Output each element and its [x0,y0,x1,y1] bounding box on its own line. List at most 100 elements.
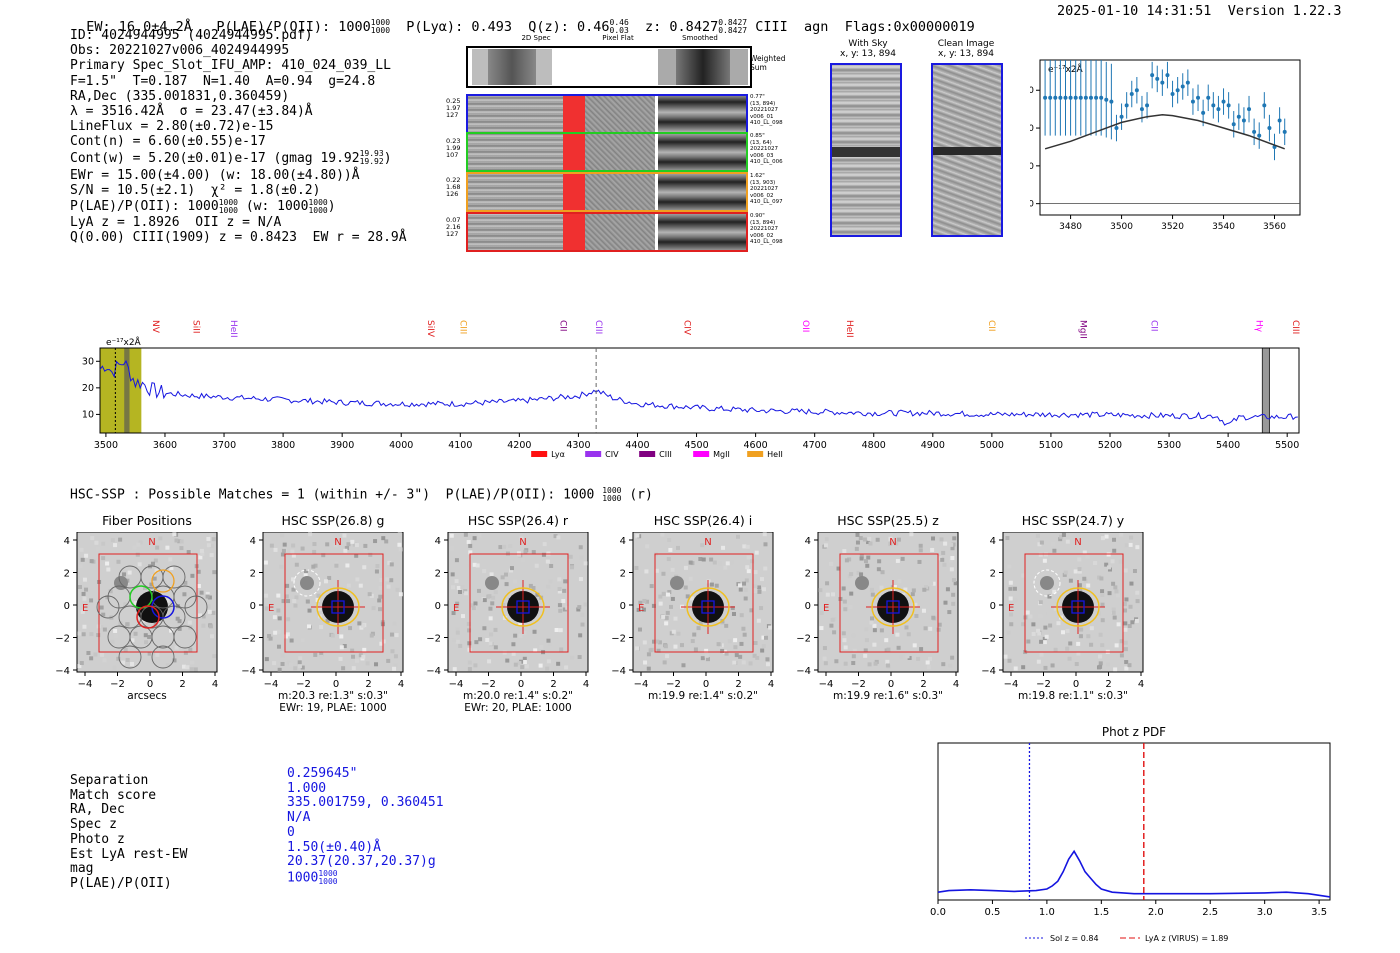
hsc-noise-3-142 [765,662,770,667]
hsc-noise-5-140 [1074,662,1079,667]
zoom-point-16 [1124,103,1129,108]
hsc-noise-3-68 [641,607,646,612]
hsc-noise-2-111 [578,577,583,582]
hsc-noise-2-103 [558,628,563,633]
hsc-noise-5-105 [1077,557,1082,562]
hsc-noise-3-60 [725,561,730,566]
hsc-noise-3-33 [690,596,695,601]
hsc-noise-1-7 [346,542,351,547]
hsc-noise-0-30 [177,539,182,544]
hsc-noise-2-92 [577,605,582,610]
match-plae-hi: 1000 [318,868,338,878]
clean-image-label: Clean Image [937,39,995,49]
hsc-noise-0-80 [82,596,87,601]
hsc-noise-0-95 [113,633,118,638]
hsc-panel-title-3: HSC SSP(26.4) i [653,513,753,528]
hsc-noise-2-7 [466,621,471,626]
hsc-noise-2-8 [534,563,539,568]
hsc-noise-5-103 [1025,610,1030,615]
hsc-noise-4-18 [928,626,933,631]
hsc-noise-5-76 [1089,642,1094,647]
hsc-noise-5-120 [1061,532,1066,537]
fiber-row-4-frame [466,212,748,252]
hsc-east-label-0: E [82,603,88,614]
zoom-point-1 [1048,95,1053,100]
hsc-noise-1-86 [348,626,353,631]
hsc-noise-3-104 [763,566,768,571]
hsc-noise-1-150 [264,657,269,662]
hsc-noise-2-131 [473,663,478,668]
hsc-noise-3-43 [651,603,656,608]
hsc-noise-3-19 [744,578,749,583]
hsc-north-label-3: N [704,537,711,548]
hsc-noise-0-12 [116,559,121,564]
hsc-noise-1-43 [282,542,287,547]
hsc-noise-3-131 [739,641,744,646]
info-ewr: EWr = 15.00(±4.00) (w: 18.00(±4.80))Å [70,167,360,183]
hsc-noise-3-117 [742,632,747,637]
with-sky-label: With Sky [848,39,888,49]
hsc-noise-4-81 [854,546,859,551]
zoom-point-24 [1165,73,1170,78]
weighted-smoothed-image [658,49,748,85]
hsc-east-label-2: E [453,603,459,614]
header-version: Version 1.22.3 [1227,3,1342,19]
hsc-noise-2-107 [458,589,463,594]
hsc-noise-2-18 [538,663,543,668]
pdf-xtick-label-0: 0.0 [930,907,946,918]
zoom-point-42 [1257,133,1262,138]
hsc-noise-2-64 [522,656,527,661]
row2-left-2: 107 [446,151,459,159]
hsc-noise-4-107 [949,567,954,572]
info-contw: Cont(w) = 5.20(±0.01)e-17 (gmag 19.92 [70,150,360,166]
match-value-plae: 1000 [287,870,319,886]
hsc-noise-4-10 [841,586,846,591]
hsc-aperture-box-5 [1024,553,1124,653]
hsc-noise-2-152 [491,595,496,600]
hsc-noise-3-153 [648,648,653,653]
hsc-noise-2-68 [539,645,544,650]
hsc-noise-0-137 [143,633,148,638]
hsc-noise-5-44 [1043,625,1048,630]
hsc-noise-5-71 [1115,593,1120,598]
info-contw-row: Cont(w) = 5.20(±0.01)e-17 (gmag 19.9219.… [70,149,392,167]
row1-left-0: 0.25 [446,97,461,105]
match-value-photoz: 0 [287,824,295,840]
hsc-noise-3-145 [750,559,755,564]
hsc-noise-4-44 [892,584,897,589]
hsc-noise-3-83 [759,606,764,611]
hsc-noise-5-129 [1100,592,1105,597]
hsc-noise-3-135 [746,555,751,560]
hsc-noise-0-110 [210,634,215,639]
row3-right-1: (13, 903) [750,179,776,186]
info-plae-w-hi: 1000 [308,197,328,207]
hsc-noise-2-136 [455,627,460,632]
hsc-noise-1-129 [367,592,372,597]
hsc-noise-0-122 [208,624,213,629]
hsc-noise-1-117 [305,599,310,604]
hsc-noise-5-142 [1114,589,1119,594]
hsc-noise-5-47 [1062,572,1067,577]
hsc-noise-2-127 [468,550,473,555]
info-plae-w: (w: 1000 [245,199,309,215]
info-lambda: λ = 3516.42Å σ = 23.47(±3.84)Å [70,104,313,120]
hsc-noise-5-9 [1076,641,1081,646]
row2-right-2: 20221027 [750,146,778,152]
row4-right-1: (13, 894) [750,219,776,226]
hsc-noise-4-20 [859,554,864,559]
clean-image [931,63,1003,237]
hsc-noise-0-128 [123,602,128,607]
hsc-noise-1-122 [272,615,277,620]
hsc-noise-0-37 [169,566,174,571]
hsc-noise-1-88 [377,598,382,603]
hsc-noise-1-11 [389,562,394,567]
full-xtick-label-11: 4600 [744,440,768,451]
hsc-noise-2-30 [565,605,570,610]
hsc-noise-3-56 [646,666,651,671]
header-plya: P(Lyα): 0.493 [406,19,512,35]
hsc-noise-2-52 [488,616,493,621]
hsc-noise-1-39 [294,562,299,567]
hsc-noise-2-53 [508,544,513,549]
hsc-noise-1-135 [381,639,386,644]
hsc-noise-5-91 [1006,630,1011,635]
